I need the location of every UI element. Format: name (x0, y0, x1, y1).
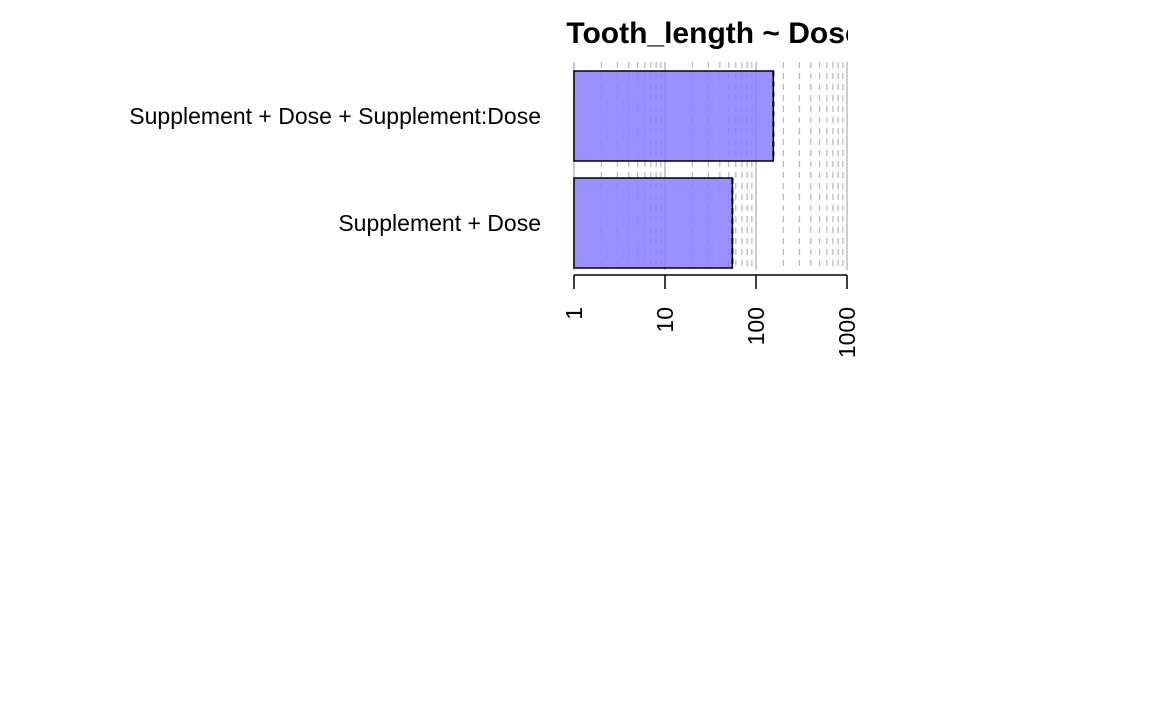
x-tick-label: 100 (743, 307, 769, 345)
x-tick-label: 1 (561, 307, 587, 320)
x-axis: 1 10 100 1000 (561, 274, 860, 358)
bars-group (573, 70, 775, 269)
category-label: Supplement + Dose (338, 210, 541, 236)
category-label: Supplement + Dose + Supplement:Dose (129, 103, 541, 129)
chart-title: Tooth_length ~ Dose (566, 17, 861, 50)
bar (573, 70, 775, 162)
x-tick-label: 1000 (834, 307, 860, 358)
bar (573, 177, 734, 269)
category-labels: Supplement + Dose + Supplement:Dose Suppl… (129, 103, 541, 236)
x-tick-label: 10 (652, 307, 678, 333)
